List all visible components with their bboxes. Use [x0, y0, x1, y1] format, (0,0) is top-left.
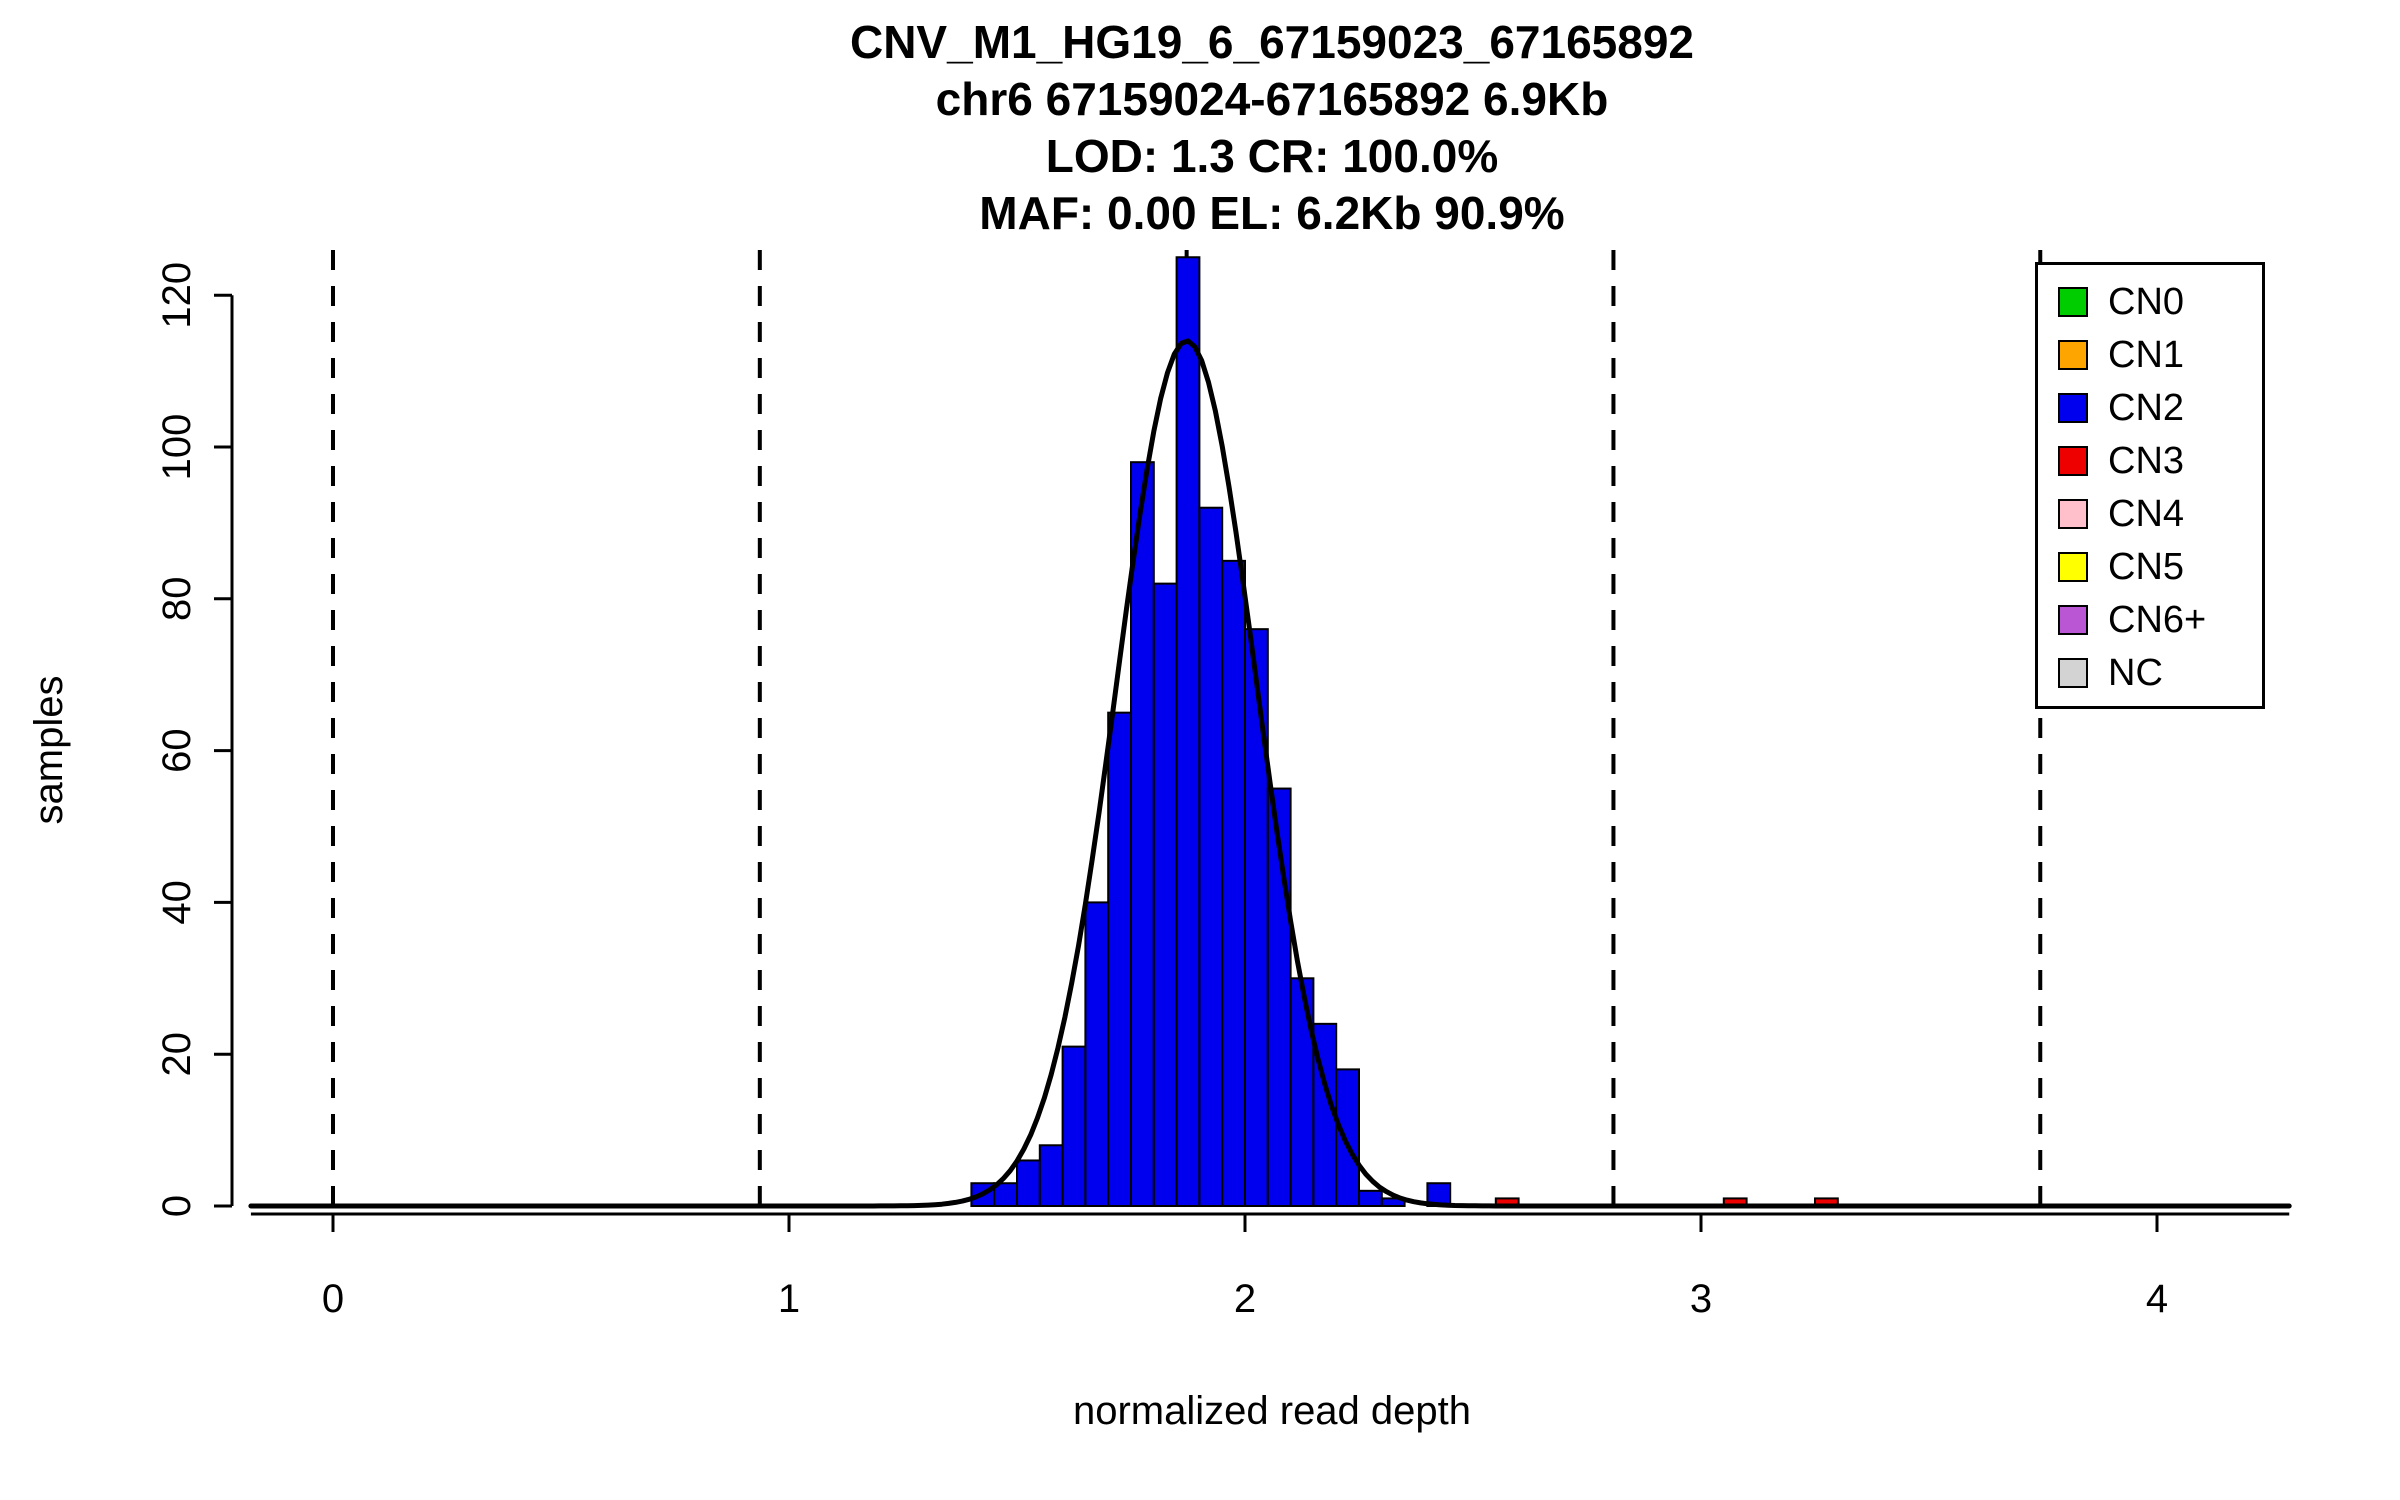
legend-swatch-nc	[2058, 658, 2088, 688]
legend-label-cn6plus: CN6+	[2108, 599, 2207, 641]
x-axis-tick-label: 1	[778, 1277, 800, 1321]
y-axis-tick-label: 20	[155, 1032, 199, 1077]
legend-label-cn3: CN3	[2108, 440, 2185, 482]
legend-item-cn0: CN0	[2058, 283, 2262, 321]
histogram-bar-cn2	[1198, 506, 1224, 1208]
histogram-bar-cn2	[1038, 1144, 1064, 1208]
histogram-bar-cn2	[1221, 559, 1246, 1207]
legend-label-cn5: CN5	[2108, 546, 2185, 588]
histogram-bar-cn2	[1175, 256, 1201, 1207]
legend-label-cn2: CN2	[2108, 387, 2185, 429]
y-axis-tick-label: 40	[155, 880, 199, 925]
x-axis-tick-label: 2	[1234, 1277, 1256, 1321]
legend-swatch-cn4	[2058, 499, 2088, 529]
y-axis-tick-label: 100	[155, 414, 199, 481]
x-axis-tick-label: 4	[2146, 1277, 2168, 1321]
legend-item-cn6plus: CN6+	[2058, 601, 2262, 639]
legend-item-cn4: CN4	[2058, 495, 2262, 533]
legend-item-nc: NC	[2058, 654, 2262, 692]
y-axis-tick-label: 0	[155, 1195, 199, 1217]
copy-number-legend: CN0 CN1 CN2 CN3 CN4 CN5 CN6+ NC	[2035, 262, 2265, 709]
plot-title-line2: chr6 67159024-67165892 6.9Kb	[935, 73, 1609, 125]
x-axis-title: normalized read depth	[1073, 1389, 1471, 1433]
histogram-bar-cn2	[1335, 1068, 1360, 1207]
histogram-bar-cn2	[1380, 1197, 1406, 1208]
plot-title-line1: CNV_M1_HG19_6_67159023_67165892	[849, 16, 1694, 68]
histogram-bar-cn2	[1358, 1189, 1383, 1207]
plot-title-line4: MAF: 0.00 EL: 6.2Kb 90.9%	[979, 187, 1565, 239]
plot-title-line3: LOD: 1.3 CR: 100.0%	[1045, 130, 1499, 182]
y-axis-tick-label: 80	[155, 577, 199, 622]
histogram-bar-cn2	[1152, 582, 1178, 1207]
histogram-bar-cn2	[1061, 1045, 1087, 1207]
legend-label-cn0: CN0	[2108, 281, 2185, 323]
legend-item-cn1: CN1	[2058, 336, 2262, 374]
legend-item-cn3: CN3	[2058, 442, 2262, 480]
legend-swatch-cn5	[2058, 552, 2088, 582]
legend-swatch-cn0	[2058, 287, 2088, 317]
legend-swatch-cn2	[2058, 393, 2088, 423]
histogram-bar-cn2	[1016, 1159, 1041, 1207]
histogram-bar-cn2	[1107, 711, 1132, 1208]
y-axis-title: samples	[27, 676, 71, 825]
legend-swatch-cn3	[2058, 446, 2088, 476]
gaussian-fit-curve	[248, 338, 2292, 1209]
legend-swatch-cn1	[2058, 340, 2088, 370]
histogram-bar-cn2	[1244, 628, 1269, 1207]
x-axis-tick-label: 0	[322, 1277, 344, 1321]
histogram-bar-cn2	[1130, 461, 1155, 1207]
legend-swatch-cn6plus	[2058, 605, 2088, 635]
x-axis-tick-label: 3	[1690, 1277, 1712, 1321]
legend-label-cn1: CN1	[2108, 334, 2185, 376]
legend-label-nc: NC	[2108, 652, 2163, 694]
legend-label-cn4: CN4	[2108, 493, 2185, 535]
plot-title-block: CNV_M1_HG19_6_67159023_67165892 chr6 671…	[472, 14, 2072, 242]
legend-item-cn5: CN5	[2058, 548, 2262, 586]
y-axis-tick-label: 120	[155, 262, 199, 329]
histogram-bar-cn2	[1084, 901, 1110, 1208]
legend-item-cn2: CN2	[2058, 389, 2262, 427]
y-axis-tick-label: 60	[155, 728, 199, 773]
